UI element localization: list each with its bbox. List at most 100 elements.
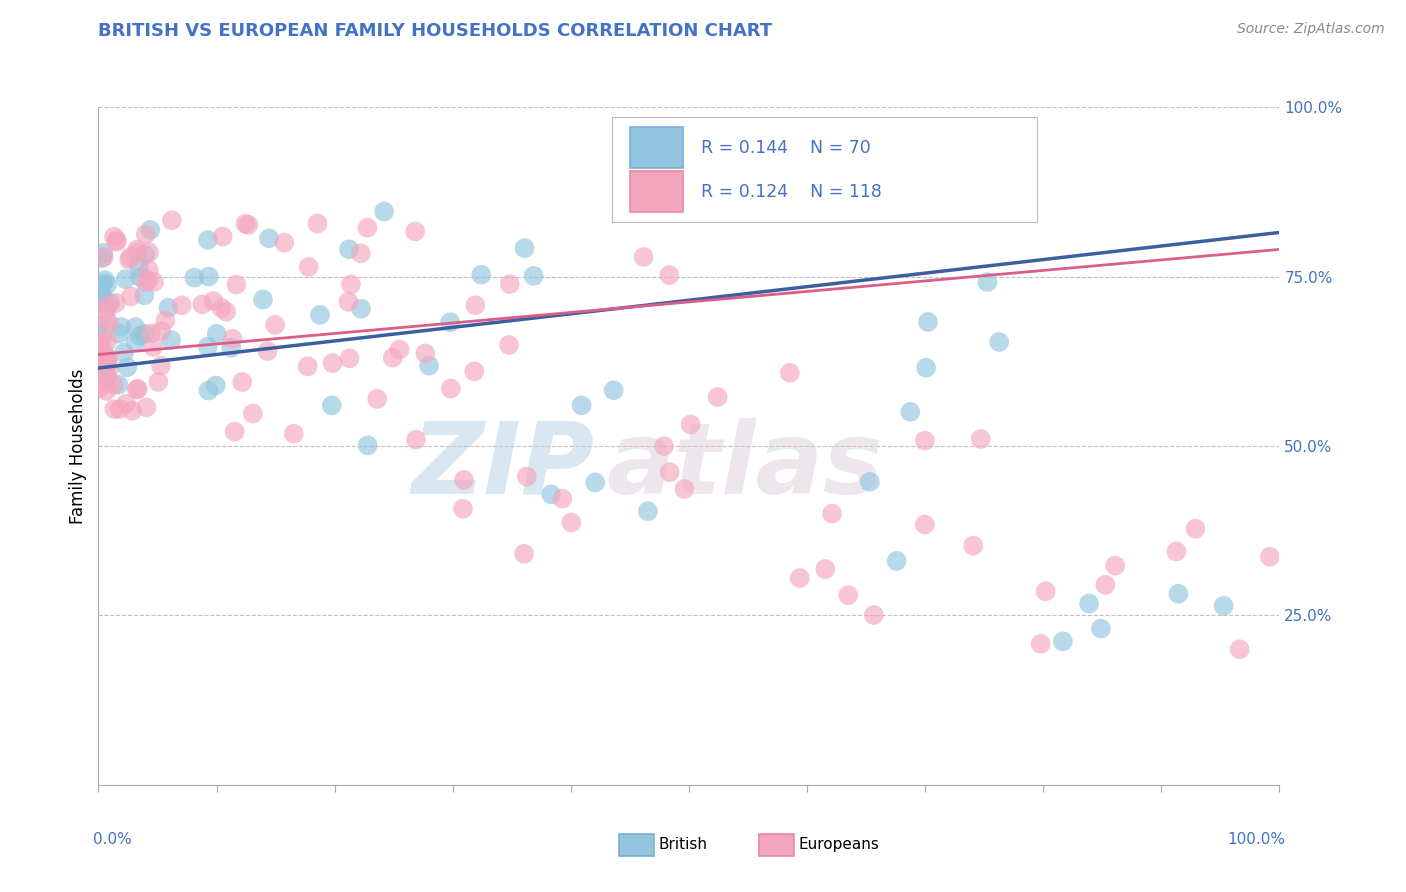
Point [204, 378, 226, 392]
Point [96, 352, 118, 367]
Point [633, 250, 655, 264]
Text: 0.0%: 0.0% [93, 832, 131, 847]
Point [1184, 522, 1206, 536]
Point [917, 315, 939, 329]
Point [96, 334, 118, 348]
Text: BRITISH VS EUROPEAN FAMILY HOUSEHOLDS CORRELATION CHART: BRITISH VS EUROPEAN FAMILY HOUSEHOLDS CO… [98, 22, 772, 40]
Point [1167, 587, 1189, 601]
Point [121, 403, 143, 417]
Point [405, 433, 427, 447]
Point [440, 382, 463, 396]
Point [706, 390, 728, 404]
Point [1090, 622, 1112, 636]
Point [110, 319, 132, 334]
Point [103, 377, 125, 392]
Point [215, 304, 238, 318]
Point [252, 293, 274, 307]
Point [516, 469, 538, 483]
Point [350, 246, 373, 260]
Point [821, 507, 844, 521]
Point [93, 351, 115, 365]
Point [673, 482, 696, 496]
Point [115, 397, 138, 411]
Point [513, 547, 536, 561]
Point [183, 270, 205, 285]
Point [337, 242, 360, 256]
Point [366, 392, 388, 406]
Point [373, 204, 395, 219]
Point [886, 554, 908, 568]
Point [219, 341, 242, 355]
Point [157, 301, 180, 315]
Point [170, 298, 193, 312]
Point [498, 338, 520, 352]
Point [197, 233, 219, 247]
Point [89, 381, 111, 395]
Point [1035, 584, 1057, 599]
Point [160, 333, 183, 347]
Point [1166, 544, 1188, 558]
Point [418, 359, 440, 373]
Point [90, 346, 112, 360]
Point [962, 539, 984, 553]
Point [114, 272, 136, 286]
Text: R = 0.144    N = 70: R = 0.144 N = 70 [700, 139, 870, 157]
Point [124, 335, 146, 350]
Point [97, 353, 120, 368]
Point [1258, 549, 1281, 564]
Point [89, 335, 111, 350]
Point [97, 299, 120, 313]
Point [96, 350, 118, 364]
Point [560, 516, 582, 530]
Point [914, 517, 936, 532]
Point [1094, 578, 1116, 592]
Point [139, 326, 162, 341]
Point [128, 260, 150, 275]
Point [149, 359, 172, 373]
Point [814, 562, 837, 576]
Point [103, 229, 125, 244]
Point [307, 217, 329, 231]
Point [976, 275, 998, 289]
Point [96, 370, 118, 384]
Point [105, 235, 128, 249]
Point [1078, 597, 1101, 611]
Point [381, 351, 404, 365]
Point [125, 243, 148, 257]
Point [120, 289, 142, 303]
Point [321, 356, 343, 370]
Point [337, 294, 360, 309]
Point [652, 439, 675, 453]
Point [135, 401, 157, 415]
Point [98, 295, 121, 310]
Point [415, 346, 437, 360]
Point [98, 317, 121, 331]
Point [224, 425, 246, 439]
Text: Source: ZipAtlas.com: Source: ZipAtlas.com [1237, 22, 1385, 37]
Point [117, 360, 139, 375]
Point [205, 326, 228, 341]
Point [97, 363, 120, 377]
Point [658, 268, 681, 282]
Point [103, 402, 125, 417]
Point [134, 326, 156, 341]
Point [120, 250, 142, 264]
Point [404, 224, 426, 238]
Point [93, 296, 115, 310]
Point [91, 277, 114, 291]
Point [439, 315, 461, 329]
Point [540, 487, 562, 501]
Point [96, 303, 118, 318]
Point [523, 268, 546, 283]
Point [197, 269, 219, 284]
Point [129, 270, 152, 285]
Point [142, 340, 165, 354]
Point [463, 364, 485, 378]
Point [1229, 642, 1251, 657]
Point [90, 286, 112, 301]
Text: atlas: atlas [606, 417, 883, 515]
Point [89, 318, 111, 333]
Point [257, 231, 280, 245]
Point [125, 383, 148, 397]
Point [105, 296, 128, 310]
